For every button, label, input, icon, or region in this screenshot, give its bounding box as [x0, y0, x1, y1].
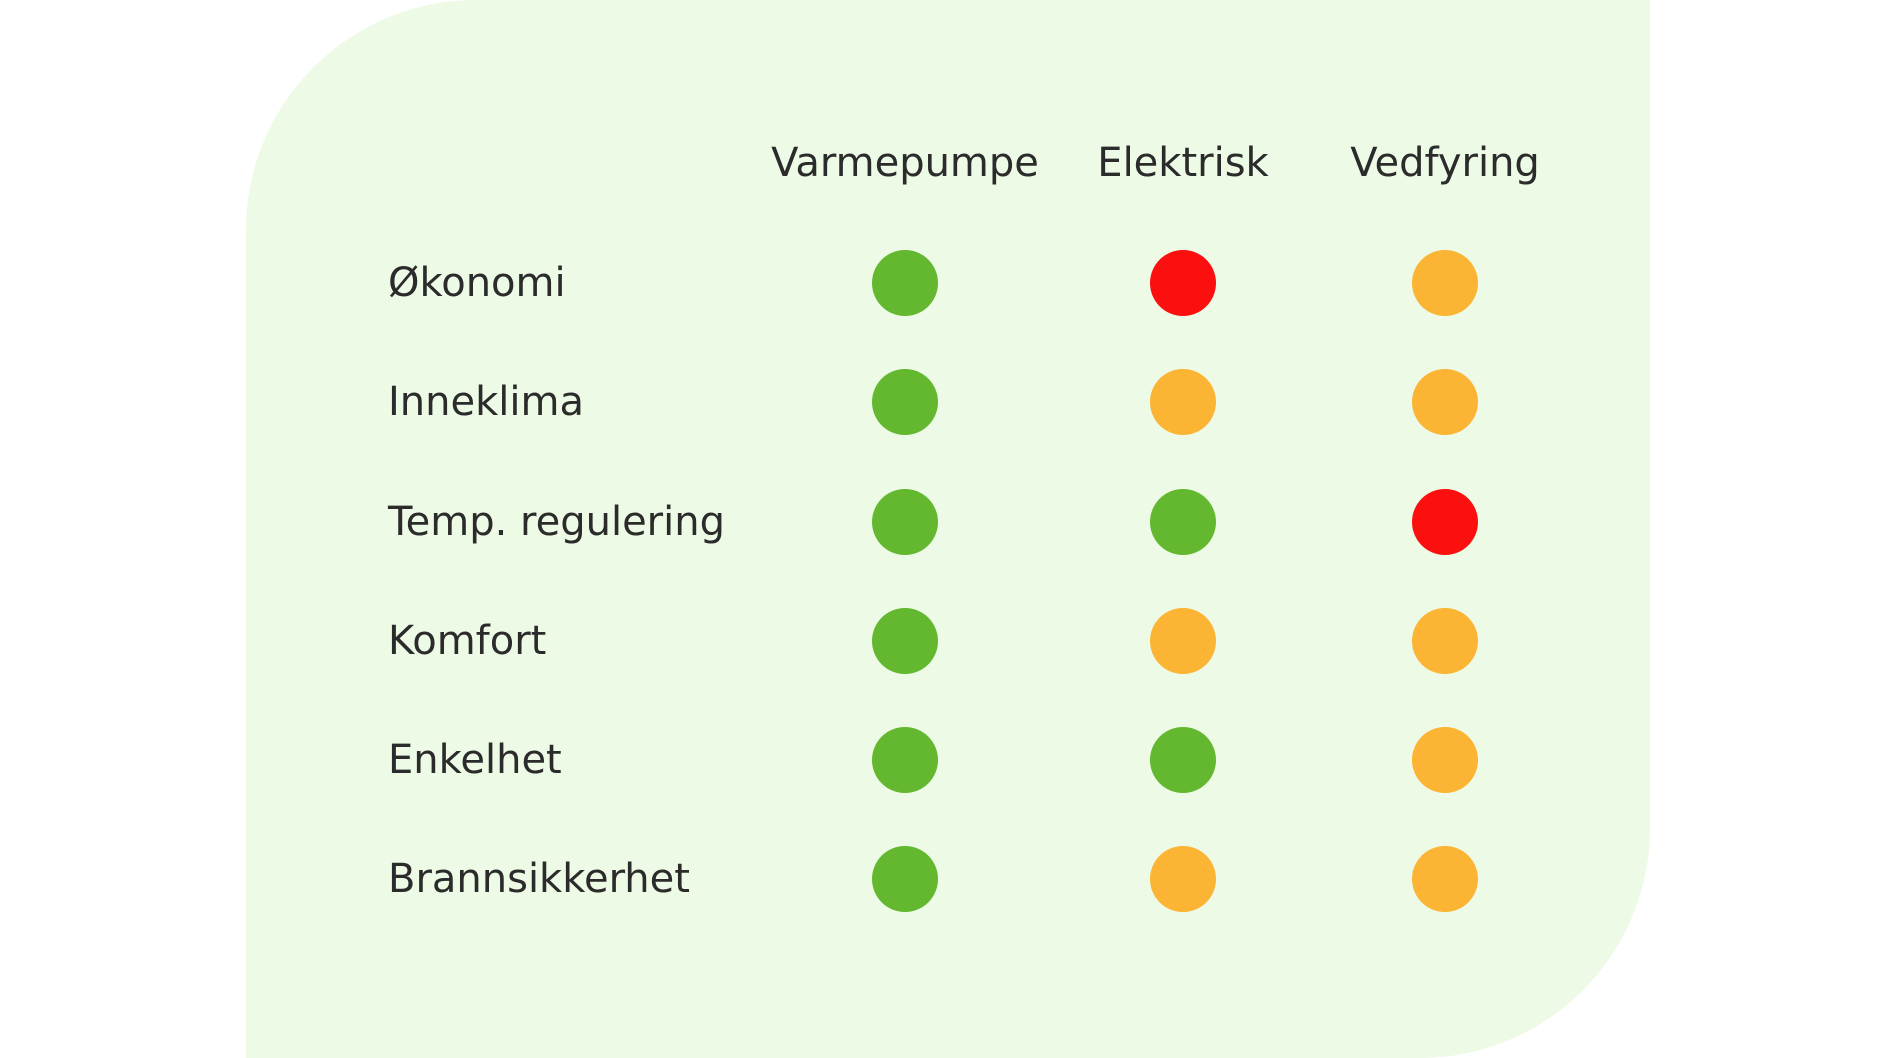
row-label-okonomi: Økonomi: [388, 260, 566, 306]
row-label-inneklima: Inneklima: [388, 379, 584, 425]
rating-dot-brannsikkerhet-vedfyring: [1412, 846, 1478, 912]
rating-dot-brannsikkerhet-elektrisk: [1150, 846, 1216, 912]
rating-dot-okonomi-vedfyring: [1412, 250, 1478, 316]
rating-dot-inneklima-vedfyring: [1412, 369, 1478, 435]
rating-dot-inneklima-varmepumpe: [872, 369, 938, 435]
row-label-komfort: Komfort: [388, 618, 547, 664]
column-header-vedfyring: Vedfyring: [1350, 140, 1540, 186]
column-header-elektrisk: Elektrisk: [1097, 140, 1269, 186]
rating-dot-temp-regulering-vedfyring: [1412, 489, 1478, 555]
row-label-brannsikkerhet: Brannsikkerhet: [388, 856, 690, 902]
rating-dot-komfort-varmepumpe: [872, 608, 938, 674]
rating-dot-temp-regulering-varmepumpe: [872, 489, 938, 555]
rating-dot-komfort-vedfyring: [1412, 608, 1478, 674]
rating-dot-okonomi-varmepumpe: [872, 250, 938, 316]
rating-dot-okonomi-elektrisk: [1150, 250, 1216, 316]
column-header-varmepumpe: Varmepumpe: [771, 140, 1039, 186]
rating-dot-brannsikkerhet-varmepumpe: [872, 846, 938, 912]
rating-dot-komfort-elektrisk: [1150, 608, 1216, 674]
row-label-temp-regulering: Temp. regulering: [388, 499, 725, 545]
rating-dot-enkelhet-varmepumpe: [872, 727, 938, 793]
rating-dot-inneklima-elektrisk: [1150, 369, 1216, 435]
row-label-enkelhet: Enkelhet: [388, 737, 562, 783]
rating-dot-temp-regulering-elektrisk: [1150, 489, 1216, 555]
rating-dot-enkelhet-vedfyring: [1412, 727, 1478, 793]
rating-dot-enkelhet-elektrisk: [1150, 727, 1216, 793]
